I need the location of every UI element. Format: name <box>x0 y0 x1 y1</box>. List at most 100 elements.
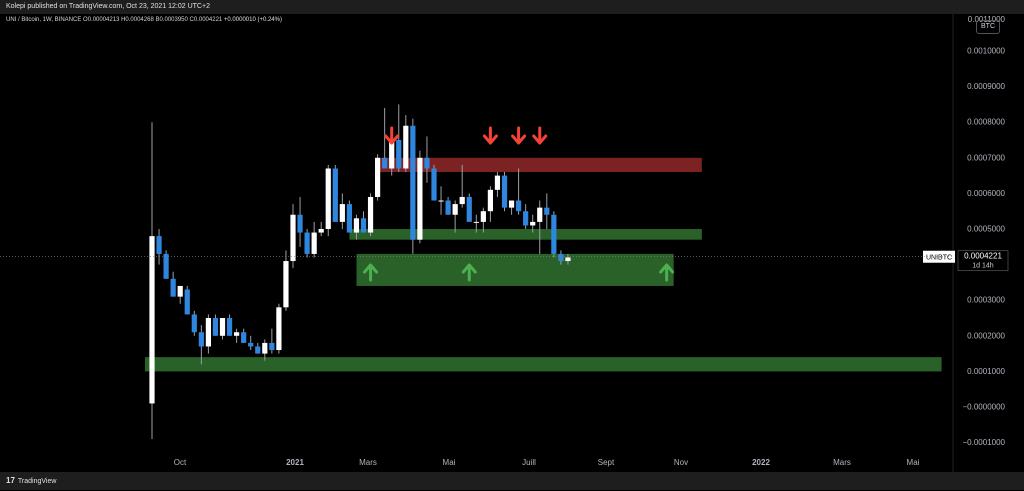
candle-up <box>177 285 183 297</box>
candle-down <box>212 318 219 336</box>
price-tick-label: 0.0002000 <box>967 331 1005 340</box>
down-arrow-icon <box>482 126 498 145</box>
time-tick-label: Mai <box>907 458 920 467</box>
currency-badge[interactable]: BTC <box>976 20 1000 34</box>
publish-header: Kolepi published on TradingView.com, Oct… <box>0 0 1024 14</box>
candle-up <box>417 157 423 240</box>
low-label: B <box>155 17 160 23</box>
candle-down <box>297 214 303 233</box>
candle-down <box>226 318 233 336</box>
candle-up <box>452 204 458 215</box>
candle-down <box>410 125 416 240</box>
candle-up <box>438 200 444 202</box>
time-axis: Oct 2021 Mars Mai Juill Sept Nov 2022 Mars Mai <box>174 458 920 467</box>
low-value: 0.0003950 <box>159 17 188 23</box>
price-tick-label: −0.0001000 <box>963 438 1006 447</box>
candle-down <box>516 200 522 212</box>
candle-up <box>353 218 360 233</box>
symbol-name: UNI / Bitcoin, 1W, BINANCE <box>6 17 82 23</box>
candle-down <box>156 236 162 254</box>
brand-text: TradingView <box>17 478 57 485</box>
published-text: Kolepi published on TradingView.com, Oct… <box>6 3 210 10</box>
candle-up <box>283 261 289 308</box>
symbol-tag-label: UNIBTC <box>926 255 952 262</box>
candle-up <box>276 307 282 351</box>
candle-up <box>262 342 268 354</box>
down-arrow-icon <box>511 126 527 145</box>
resistance-zone <box>377 157 702 173</box>
candle-up <box>459 196 465 205</box>
candle-down <box>501 175 508 208</box>
candle-up <box>508 200 515 208</box>
close-label: C <box>189 17 194 23</box>
candle-down <box>431 168 437 201</box>
candle-down <box>551 214 557 254</box>
candle-up <box>290 214 296 262</box>
candle-down <box>304 232 310 254</box>
candle-down <box>170 278 176 297</box>
close-value: 0.0004221 <box>193 17 223 23</box>
candlestick-chart[interactable]: 0.0010000 0.0009000 0.0008000 0.0007000 0.00… <box>0 14 1024 472</box>
candle-down <box>163 253 169 279</box>
zones-layer <box>145 157 942 372</box>
tradingview-footer: 17 TradingView <box>0 472 1024 490</box>
candle-up <box>375 157 381 197</box>
price-tick-label: 0.0001000 <box>967 367 1005 376</box>
open-value: 0.00004213 <box>87 17 120 23</box>
candle-up <box>389 140 395 169</box>
candle-down <box>424 157 430 169</box>
candle-down <box>523 211 529 226</box>
price-tick-label: 0.0006000 <box>967 189 1005 198</box>
candle-up <box>487 189 493 212</box>
candle-down <box>332 168 338 222</box>
time-tick-label: Mars <box>359 458 377 467</box>
support-zone <box>349 229 702 240</box>
price-tick-label: 0.0010000 <box>967 47 1005 56</box>
price-tick-label: −0.0000000 <box>963 403 1006 412</box>
candle-up <box>339 204 345 222</box>
candle-down <box>382 157 388 169</box>
open-label: O <box>83 17 88 23</box>
time-tick-label: 2021 <box>286 458 304 467</box>
time-tick-label: 2022 <box>752 458 770 467</box>
candle-up <box>311 232 317 254</box>
candle-up <box>219 318 226 336</box>
candle-down <box>198 332 204 347</box>
candle-down <box>558 253 564 262</box>
up-arrow-icon <box>659 263 675 282</box>
candle-down <box>255 346 261 354</box>
price-tick-label: 0.0007000 <box>967 153 1005 162</box>
candle-down <box>191 314 197 333</box>
candle-up <box>318 229 324 233</box>
candle-down <box>269 342 275 351</box>
support-zone <box>145 357 942 372</box>
down-arrow-icon <box>532 126 548 145</box>
price-tick-label: 0.0003000 <box>967 296 1005 305</box>
candle-up <box>494 175 501 190</box>
candle-up <box>480 211 486 222</box>
up-arrow-icon <box>461 263 477 282</box>
candle-down <box>184 289 190 315</box>
candle-down <box>360 218 367 233</box>
price-tag-value: 0.0004221 <box>964 252 1002 261</box>
price-tick-label: 0.0009000 <box>967 82 1005 91</box>
down-arrow-icon <box>384 126 400 145</box>
high-label: H <box>121 17 126 23</box>
candle-up <box>205 318 211 347</box>
candle-up <box>234 332 240 336</box>
candle-up <box>149 236 155 404</box>
price-tag <box>957 250 1009 272</box>
time-tick-label: Juill <box>522 458 536 467</box>
time-tick-label: Mars <box>833 458 851 467</box>
time-tick-label: Sept <box>598 458 615 467</box>
price-axis: 0.0010000 0.0009000 0.0008000 0.0007000 0.00… <box>923 15 1009 447</box>
price-tick-label: 0.0008000 <box>967 118 1005 127</box>
price-tag-countdown: 1d 14h <box>972 263 994 270</box>
candle-up <box>325 168 331 229</box>
arrows-layer <box>363 126 675 282</box>
candle-down <box>544 207 550 215</box>
candle-down <box>241 332 247 343</box>
candle-down <box>466 196 472 222</box>
candle-up <box>367 196 374 233</box>
candle-up <box>537 207 543 222</box>
